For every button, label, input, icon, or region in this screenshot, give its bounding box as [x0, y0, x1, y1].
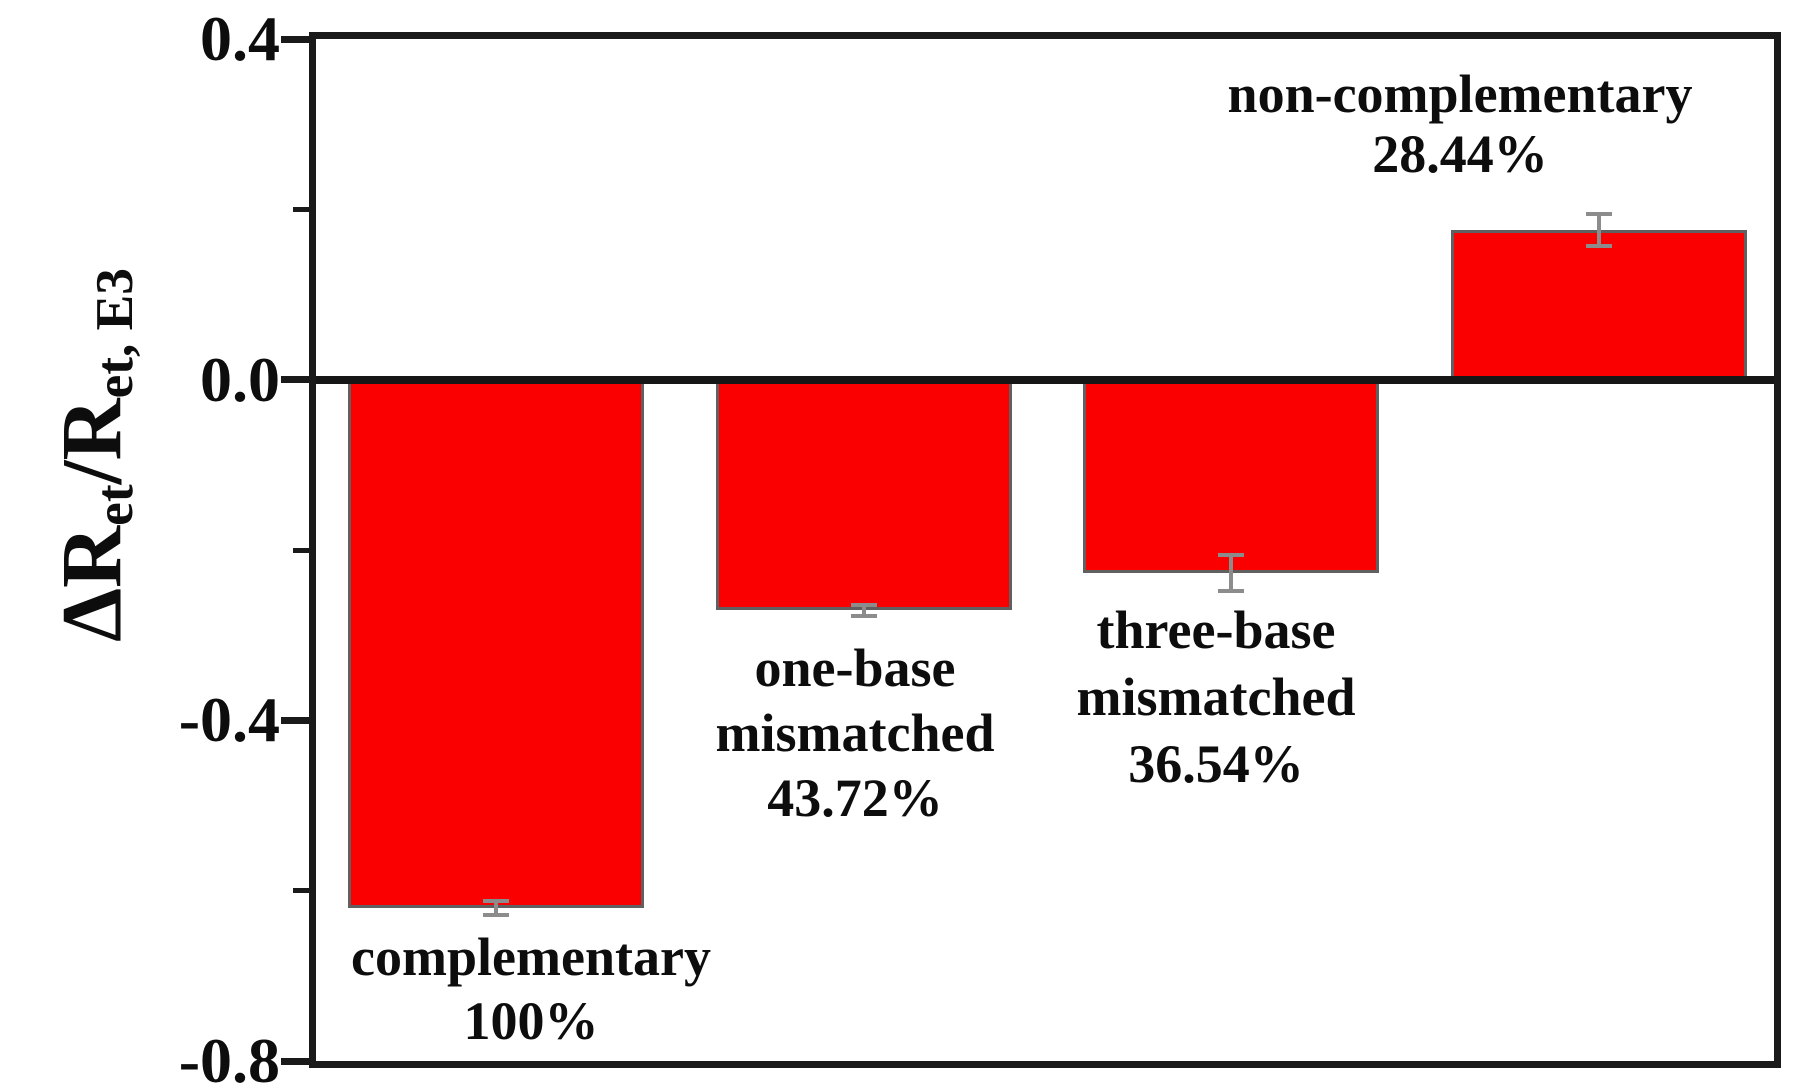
- bar-label-complementary: complementary 100%: [351, 925, 711, 1053]
- bar-label-line: three-base: [1096, 600, 1336, 660]
- y-major-tick: [281, 35, 316, 43]
- bar-label-three-base-mismatched: three-base mismatched 36.54%: [1077, 597, 1356, 798]
- bar-label-line: mismatched: [1076, 667, 1356, 727]
- error-bar-cap: [850, 614, 877, 619]
- y-axis-title-main2: /R: [43, 398, 140, 485]
- bar-label-non-complementary: non-complementary 28.44%: [1228, 64, 1693, 184]
- error-bar-cap: [1585, 211, 1612, 216]
- y-tick-label: -0.8: [178, 1025, 280, 1092]
- bar-label-percent: 28.44%: [1372, 124, 1548, 184]
- y-major-tick: [281, 376, 316, 384]
- bar-one-base-mismatched: [715, 379, 1012, 611]
- error-bar: [1229, 555, 1233, 591]
- error-bar: [1596, 213, 1601, 246]
- y-minor-tick: [293, 888, 316, 894]
- y-tick-label: 0.4: [200, 3, 280, 74]
- error-bar-cap: [1218, 588, 1244, 593]
- y-tick-label: -0.4: [178, 684, 280, 756]
- bar-non-complementary: [1450, 229, 1747, 380]
- y-tick-label: 0.0: [200, 343, 280, 415]
- y-axis-title-main: ΔR: [43, 525, 140, 642]
- y-major-tick: [281, 716, 316, 724]
- bar-complementary: [348, 379, 644, 908]
- bar-label-percent: 43.72%: [767, 768, 943, 828]
- y-minor-tick: [293, 206, 316, 212]
- bar-label-line: mismatched: [715, 703, 995, 763]
- y-axis-title: ΔRet/Ret, E3: [43, 268, 145, 642]
- bar-three-base-mismatched: [1083, 379, 1379, 573]
- error-bar-cap: [483, 898, 509, 903]
- bar-label-line: non-complementary: [1227, 64, 1693, 124]
- error-bar-cap: [483, 912, 509, 917]
- y-axis-title-subscript: et: [84, 484, 145, 526]
- bar-label-line: one-base: [754, 638, 956, 698]
- zero-axis-line: [316, 375, 1774, 384]
- bar-label-one-base-mismatched: one-base mismatched 43.72%: [716, 636, 995, 831]
- plot-area: [281, 32, 1781, 1068]
- y-minor-tick: [293, 547, 316, 553]
- error-bar: [494, 900, 498, 915]
- y-major-tick: [281, 1057, 316, 1065]
- bar-label-percent: 100%: [463, 991, 599, 1051]
- y-axis-title-subscript2: et, E3: [84, 268, 145, 399]
- error-bar: [861, 604, 866, 617]
- bar-label-percent: 36.54%: [1128, 734, 1304, 794]
- error-bar-cap: [1585, 243, 1612, 248]
- error-bar-cap: [1218, 553, 1244, 558]
- error-bar-cap: [850, 602, 877, 607]
- bar-label-line: complementary: [351, 927, 711, 987]
